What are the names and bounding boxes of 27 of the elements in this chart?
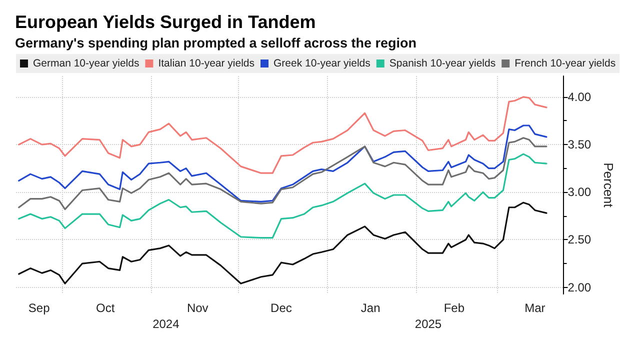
legend-label: German 10-year yields xyxy=(33,58,140,70)
chart-subtitle: Germany's spending plan prompted a selloff across the region xyxy=(15,36,417,50)
y-tick-label: 4.00 xyxy=(568,90,592,104)
legend-label: Spanish 10-year yields xyxy=(389,58,496,70)
line-series xyxy=(18,137,548,210)
x-tick-label: Mar xyxy=(524,301,546,315)
y-tick-label: 2.50 xyxy=(568,232,592,247)
line-series xyxy=(18,124,548,202)
line-series xyxy=(18,202,548,284)
y-tick-label: 2.00 xyxy=(568,280,592,294)
y-tick-label: 3.00 xyxy=(568,185,592,200)
x-tick-label: Sep xyxy=(28,301,50,315)
x-tick-label: Dec xyxy=(270,301,292,315)
line-series xyxy=(18,153,548,239)
y-tick-label: 3.50 xyxy=(568,138,592,152)
x-tick-label: Nov xyxy=(186,301,208,315)
legend-label: French 10-year yields xyxy=(514,58,616,70)
x2-tick-label: 2024 xyxy=(152,317,180,331)
x-tick-label: Oct xyxy=(96,301,116,315)
x2-tick-label: 2025 xyxy=(414,317,442,331)
x-tick-label: Jan xyxy=(360,301,380,315)
x-tick-label: Feb xyxy=(444,301,465,315)
legend-label: Greek 10-year yields xyxy=(274,58,370,70)
y-axis-title: Percent xyxy=(601,162,616,208)
chart-title: European Yields Surged in Tandem xyxy=(15,12,316,32)
legend-label: Italian 10-year yields xyxy=(158,58,255,70)
line-series xyxy=(18,96,548,174)
